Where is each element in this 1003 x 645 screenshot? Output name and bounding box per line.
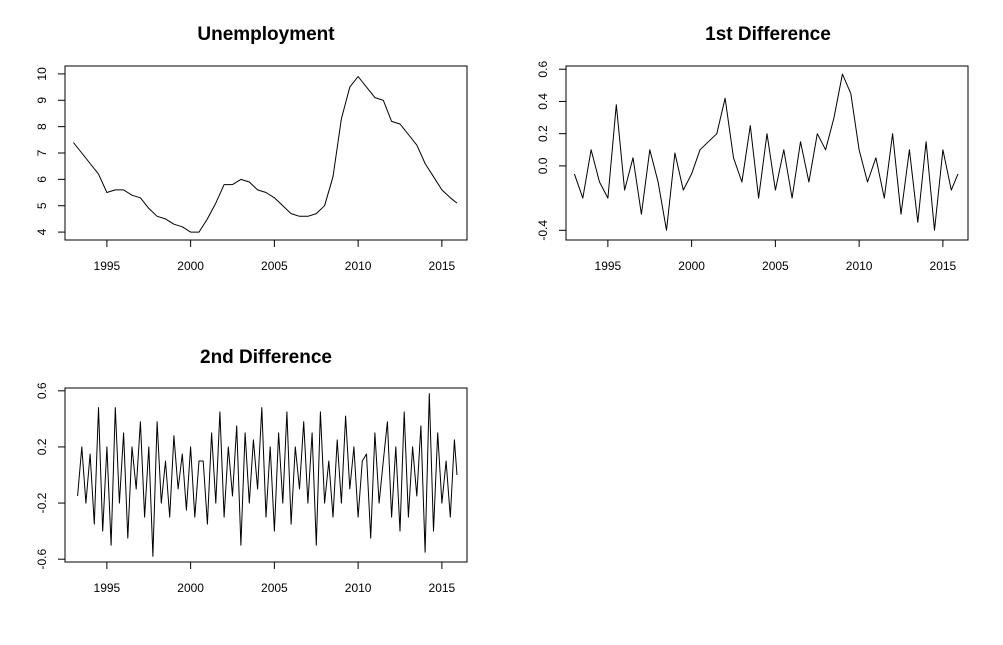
panel-1st-difference: 1st Difference 1995 2000 2005 2010 2015 -0.4 0… <box>536 24 969 273</box>
panel-2nd-difference: 2nd Difference 1995 2000 2005 2010 2015 -0.6 -… <box>35 347 468 595</box>
y-tick-label: 10 <box>35 67 49 81</box>
x-tick-label: 2000 <box>177 581 204 595</box>
y-tick-label: 0.4 <box>536 93 550 110</box>
series-line <box>573 73 959 231</box>
y-tick-label: 0.6 <box>35 382 49 399</box>
x-tick-label: 2000 <box>678 259 705 273</box>
y-tick-label: 0.6 <box>536 61 550 78</box>
y-tick-label: 8 <box>35 123 49 130</box>
y-tick-label: -0.2 <box>35 492 49 513</box>
x-tick-label: 2005 <box>762 259 789 273</box>
plot-frame <box>64 65 468 241</box>
x-tick-label: 2015 <box>930 259 957 273</box>
plot-frame <box>64 387 468 563</box>
y-tick-label: 5 <box>35 202 49 209</box>
x-tick-label: 2000 <box>177 259 204 273</box>
y-tick-label: 7 <box>35 149 49 156</box>
chart-title: Unemployment <box>197 24 335 45</box>
y-tick-label: 9 <box>35 97 49 104</box>
y-tick-label: -0.4 <box>536 220 550 241</box>
y-tick-label: 0.2 <box>35 438 49 455</box>
series-line <box>77 393 458 557</box>
x-tick-label: 2005 <box>261 581 288 595</box>
y-tick-label: -0.6 <box>35 549 49 570</box>
chart-title: 2nd Difference <box>200 347 332 368</box>
series-line <box>73 76 458 233</box>
chart-title: 1st Difference <box>705 24 831 45</box>
x-tick-label: 2015 <box>429 581 456 595</box>
x-tick-label: 1995 <box>595 259 622 273</box>
plot-frame <box>565 65 969 241</box>
x-tick-label: 2010 <box>846 259 873 273</box>
y-tick-label: 0.0 <box>536 157 550 174</box>
y-tick-label: 6 <box>35 176 49 183</box>
y-tick-label: 4 <box>35 228 49 235</box>
x-tick-label: 1995 <box>94 259 121 273</box>
x-tick-label: 2010 <box>345 581 372 595</box>
x-tick-label: 1995 <box>94 581 121 595</box>
x-tick-label: 2015 <box>429 259 456 273</box>
x-tick-label: 2005 <box>261 259 288 273</box>
x-tick-label: 2010 <box>345 259 372 273</box>
panel-unemployment: Unemployment 1995 2000 2005 2010 2015 4 5 6 7 8 9 1… <box>35 24 468 273</box>
y-tick-label: 0.2 <box>536 125 550 142</box>
